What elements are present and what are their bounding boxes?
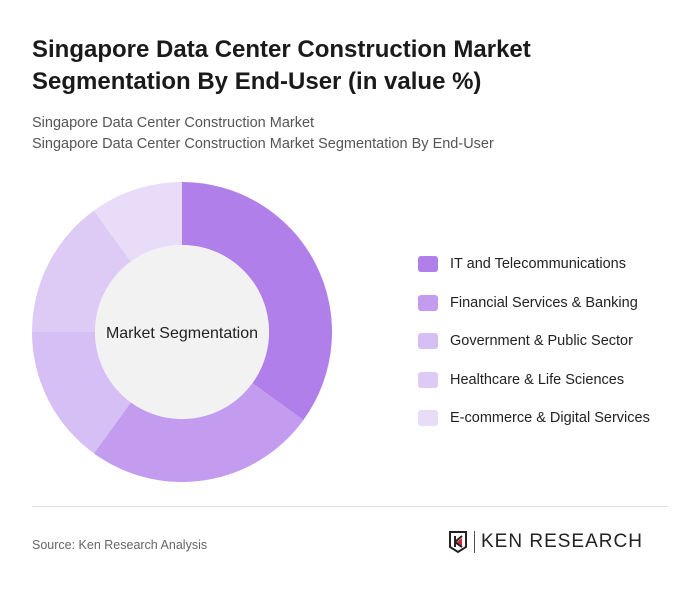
donut-slice-3 bbox=[32, 210, 131, 332]
chart-subtitle: Singapore Data Center Construction Marke… bbox=[32, 115, 315, 131]
legend-label: Government & Public Sector bbox=[450, 333, 633, 350]
donut-chart: Market Segmentation bbox=[32, 182, 332, 482]
donut-slice-0 bbox=[182, 182, 332, 421]
legend-item: Government & Public Sector bbox=[418, 322, 650, 361]
center-label: Market Segmentation bbox=[106, 325, 258, 342]
legend-swatch bbox=[418, 256, 438, 273]
legend-label: Healthcare & Life Sciences bbox=[450, 371, 625, 388]
logo-shield-icon bbox=[449, 531, 467, 554]
legend-swatch bbox=[418, 371, 438, 388]
legend-item: Healthcare & Life Sciences bbox=[418, 361, 650, 400]
legend-swatch bbox=[418, 333, 438, 350]
source-note: Source: Ken Research Analysis bbox=[32, 538, 208, 552]
chart-subtitle-2: Singapore Data Center Construction Marke… bbox=[32, 136, 494, 152]
ken-research-logo: KEN RESEARCH bbox=[448, 530, 643, 554]
legend-swatch bbox=[418, 294, 438, 311]
legend-label: IT and Telecommunications bbox=[450, 256, 626, 273]
logo-text: KEN RESEARCH bbox=[474, 531, 643, 553]
divider bbox=[32, 506, 668, 507]
legend: IT and Telecommunications Financial Servi… bbox=[418, 245, 650, 438]
donut-slice-4 bbox=[93, 182, 182, 262]
legend-label: Financial Services & Banking bbox=[450, 294, 638, 311]
legend-item: Financial Services & Banking bbox=[418, 284, 650, 323]
legend-item: IT and Telecommunications bbox=[418, 245, 650, 284]
donut-center bbox=[95, 245, 269, 419]
donut-slice-1 bbox=[93, 383, 304, 482]
donut-slice-2 bbox=[32, 332, 131, 454]
chart-title: Singapore Data Center Construction Marke… bbox=[32, 36, 531, 95]
legend-item: E-commerce & Digital Services bbox=[418, 399, 650, 438]
legend-swatch bbox=[418, 410, 438, 427]
legend-label: E-commerce & Digital Services bbox=[450, 410, 650, 427]
